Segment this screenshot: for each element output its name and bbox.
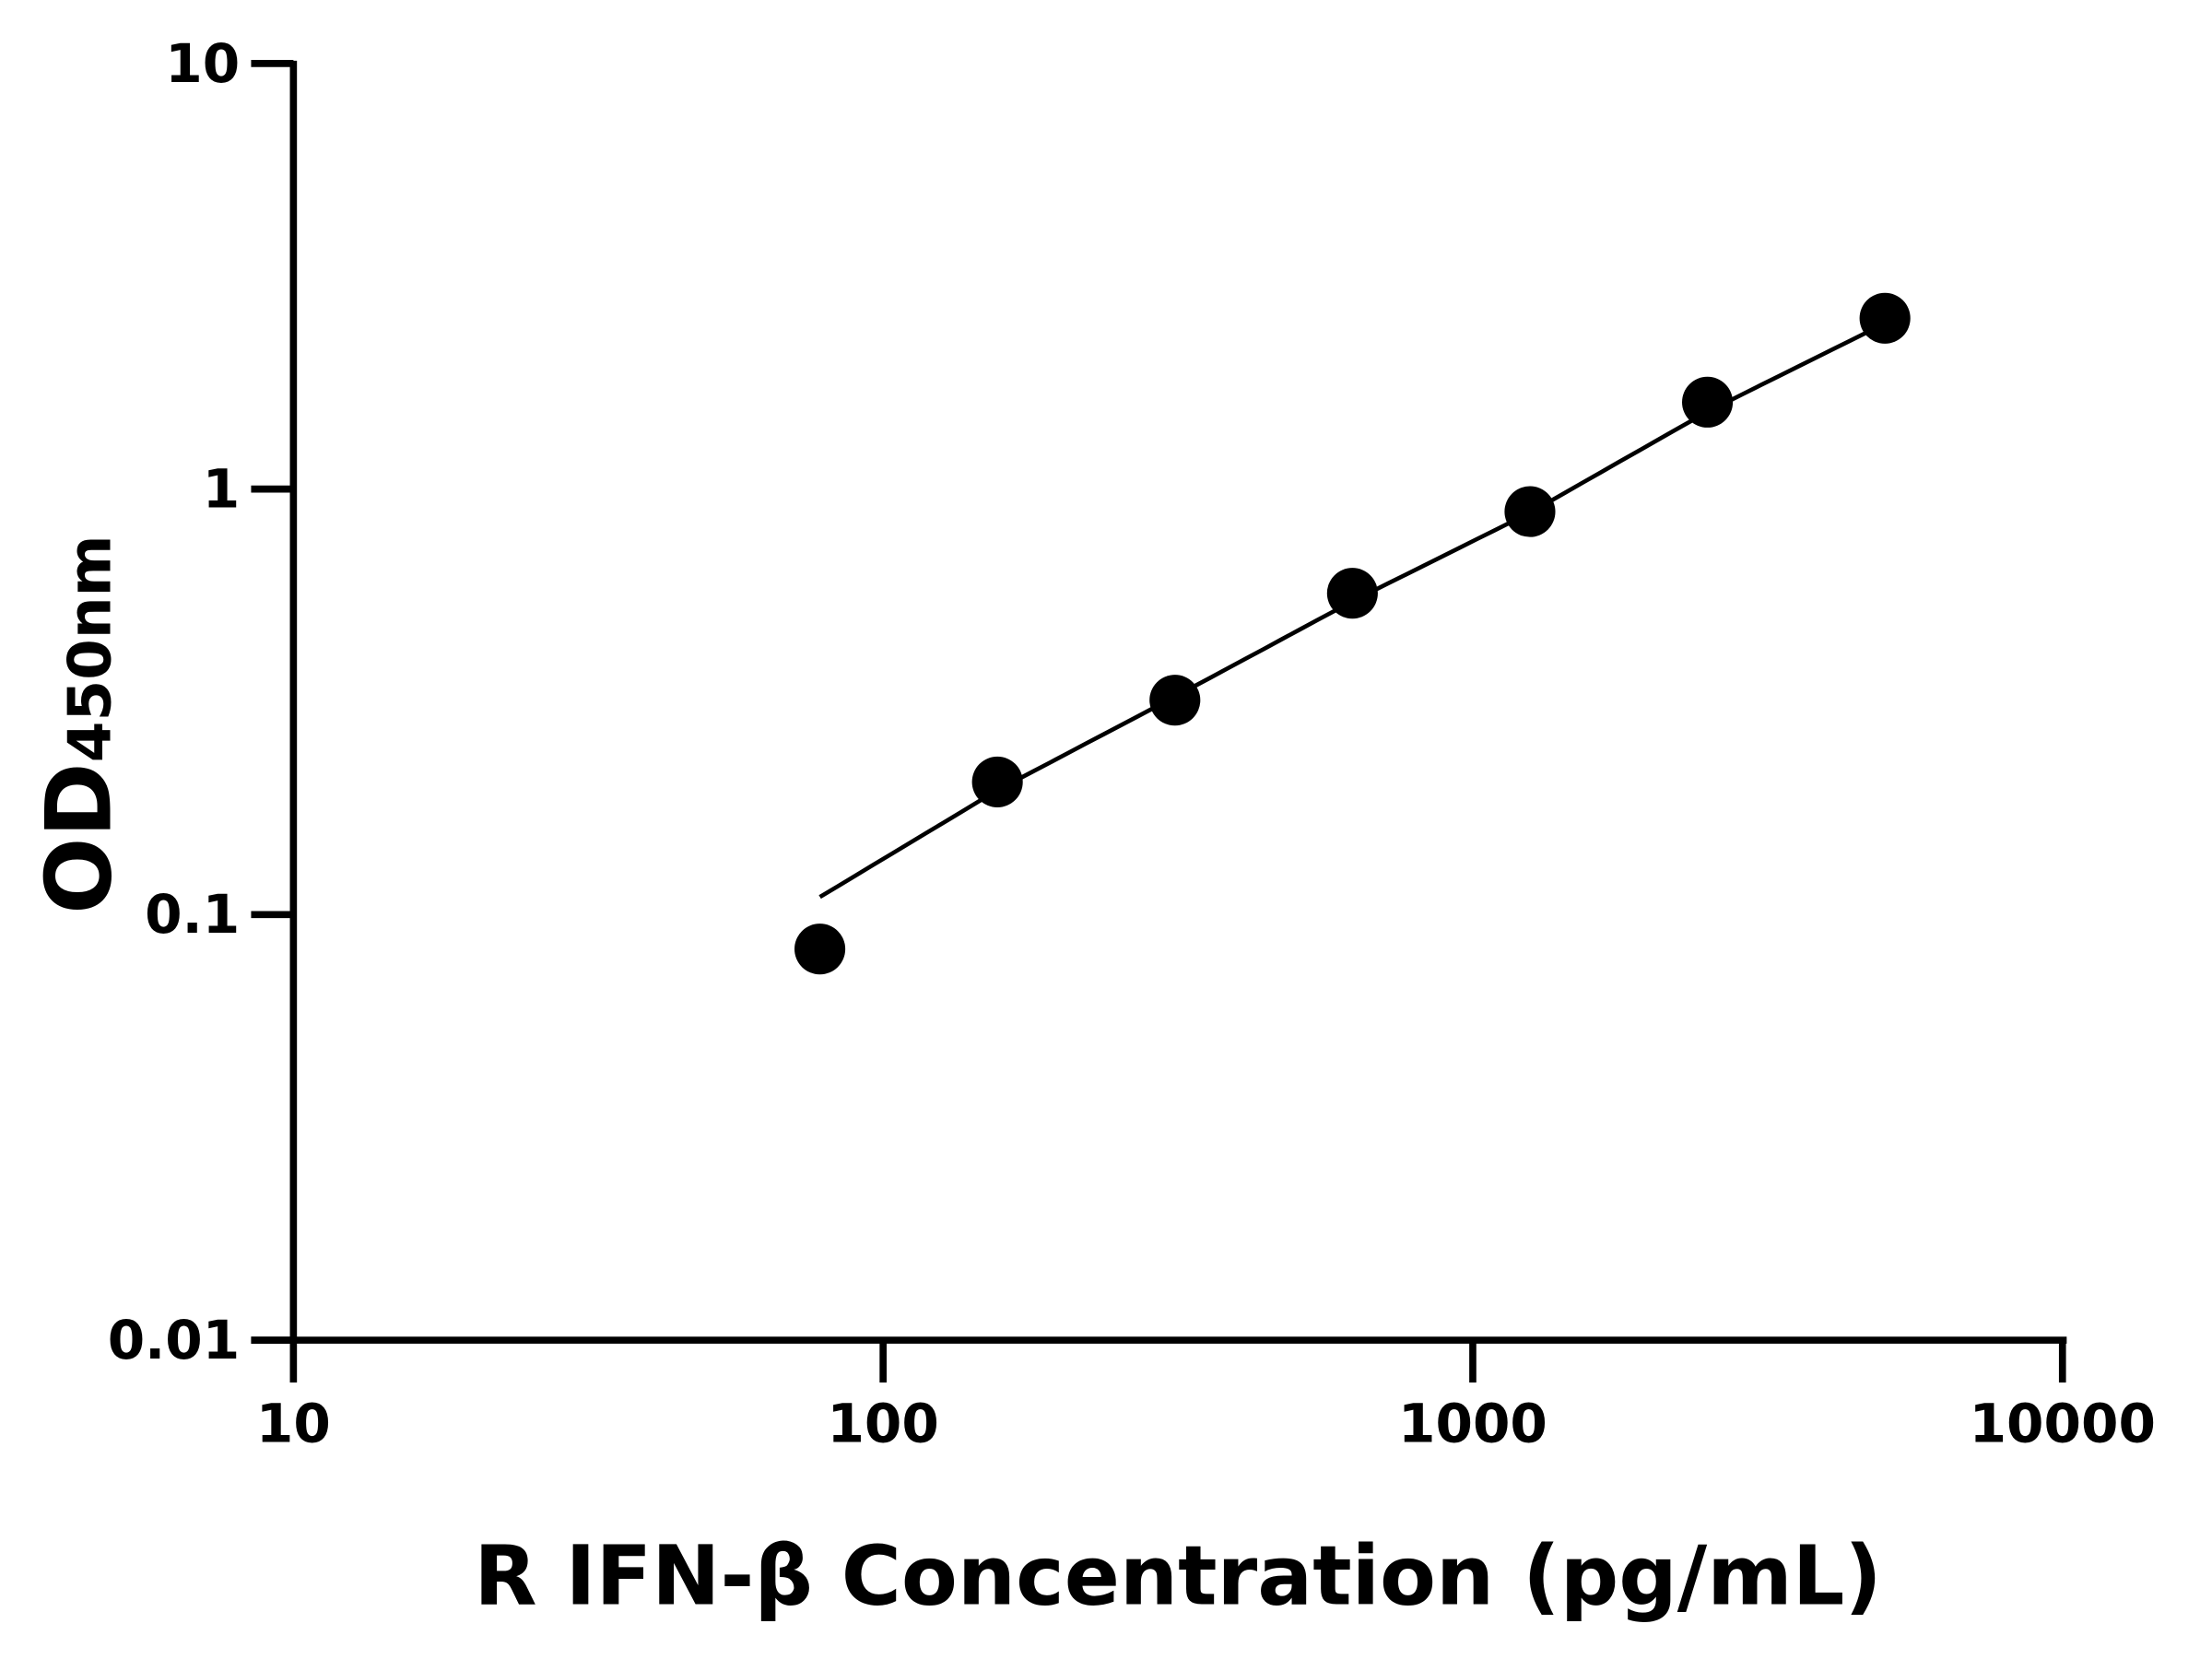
x-tick-label: 100 bbox=[827, 1392, 938, 1454]
x-tick-label: 1000 bbox=[1398, 1392, 1547, 1454]
y-tick-label: 10 bbox=[165, 32, 240, 95]
data-point bbox=[1682, 376, 1734, 428]
y-tick-label: 1 bbox=[203, 458, 240, 521]
data-point bbox=[971, 756, 1023, 807]
y-axis-label: OD450nm bbox=[27, 535, 132, 913]
data-point bbox=[1504, 486, 1556, 537]
data-point bbox=[794, 924, 846, 975]
x-tick-label: 10 bbox=[256, 1392, 331, 1454]
x-tick-label: 10000 bbox=[1970, 1392, 2156, 1454]
data-point bbox=[1149, 675, 1201, 726]
data-point bbox=[1859, 292, 1911, 344]
axes bbox=[251, 60, 2067, 1344]
y-tick-label: 0.01 bbox=[108, 1309, 241, 1371]
y-tick-label: 0.1 bbox=[145, 883, 240, 946]
y-axis-label-sub: 450nm bbox=[55, 535, 124, 762]
y-axis-label-main: OD bbox=[27, 762, 132, 914]
x-axis-label: R IFN-β Concentration (pg/mL) bbox=[474, 1528, 1882, 1623]
data-point bbox=[1326, 568, 1378, 619]
